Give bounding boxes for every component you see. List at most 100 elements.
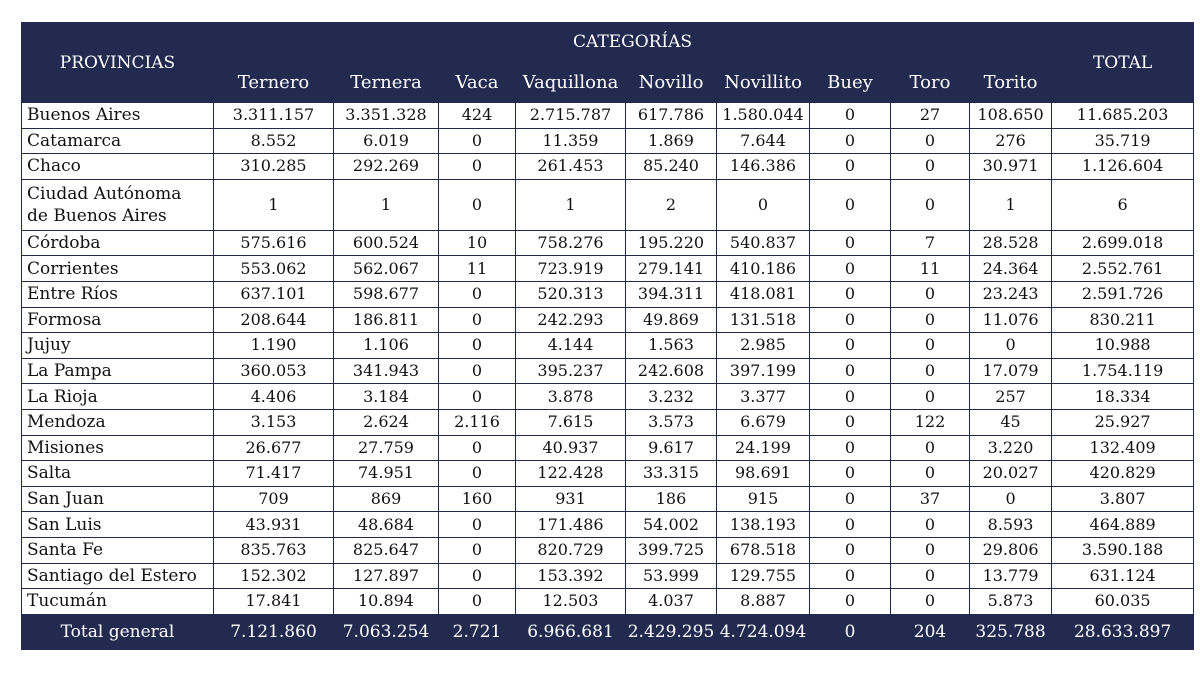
cell-vaca: 0 bbox=[438, 434, 516, 462]
table-row: Formosa 208.644 186.811 0 242.293 49.869 131.5… bbox=[21, 306, 1195, 334]
table-row: Salta 71.417 74.951 0 122.428 33.315 98.691 0 0 2… bbox=[21, 460, 1195, 487]
cell-vaca: 0 bbox=[438, 127, 516, 155]
table-footer: Total general 7.121.860 7.063.254 2.721 6.96… bbox=[21, 613, 1195, 650]
cell-total: 60.035 bbox=[1051, 588, 1195, 615]
table-row: San Juan 709 869 160 931 186 915 0 37 0 3.807 bbox=[21, 485, 1195, 513]
cell-buey: 0 bbox=[809, 408, 891, 436]
cell-vaca: 160 bbox=[438, 485, 516, 513]
cell-torito: 11.076 bbox=[968, 306, 1053, 334]
cell-buey: 0 bbox=[809, 485, 891, 513]
cell-vaca: 0 bbox=[438, 280, 516, 308]
cell-ternera: 3.184 bbox=[333, 383, 439, 410]
cell-vaquillona: 2.715.787 bbox=[515, 102, 626, 129]
cell-vaquillona: 758.276 bbox=[515, 229, 626, 257]
cell-novillito: 2.985 bbox=[716, 332, 810, 359]
cell-ternero: 3.311.157 bbox=[213, 102, 334, 129]
cell-ternero: 575.616 bbox=[213, 229, 334, 257]
cell-buey: 0 bbox=[809, 255, 891, 282]
cell-toro: 122 bbox=[890, 408, 970, 436]
header-col-toro: Toro bbox=[890, 61, 970, 103]
cattle-by-province-table: PROVINCIAS CATEGORÍAS TOTAL Ternero Terne… bbox=[21, 22, 1195, 650]
cell-novillo: 4.037 bbox=[625, 588, 717, 615]
cell-novillito: 540.837 bbox=[716, 229, 810, 257]
cell-buey: 0 bbox=[809, 178, 891, 231]
cell-vaca: 0 bbox=[438, 357, 516, 385]
table-row: Tucumán 17.841 10.894 0 12.503 4.037 8.887 0 0 5.… bbox=[21, 588, 1195, 615]
header-col-ternero: Ternero bbox=[213, 61, 334, 103]
table-row: Santiago del Estero 152.302 127.897 0 153.39… bbox=[21, 562, 1195, 590]
total-vaca: 2.721 bbox=[438, 613, 516, 650]
cell-toro: 0 bbox=[890, 562, 970, 590]
cell-ternera: 825.647 bbox=[333, 536, 439, 564]
cell-novillo: 53.999 bbox=[625, 562, 717, 590]
cell-novillito: 146.386 bbox=[716, 153, 810, 180]
cell-vaca: 0 bbox=[438, 562, 516, 590]
table-row: Catamarca 8.552 6.019 0 11.359 1.869 7.644 0 0 27… bbox=[21, 127, 1195, 155]
cell-novillito: 678.518 bbox=[716, 536, 810, 564]
cell-toro: 0 bbox=[890, 153, 970, 180]
cell-torito: 0 bbox=[968, 332, 1053, 359]
cell-vaquillona: 171.486 bbox=[515, 511, 626, 538]
header-col-novillito: Novillito bbox=[716, 61, 810, 103]
cell-vaquillona: 395.237 bbox=[515, 357, 626, 385]
cell-novillito: 418.081 bbox=[716, 280, 810, 308]
table-header: PROVINCIAS CATEGORÍAS TOTAL Ternero Terne… bbox=[21, 22, 1195, 103]
cell-vaquillona: 1 bbox=[515, 178, 626, 231]
cell-torito: 45 bbox=[968, 408, 1053, 436]
header-col-vaca: Vaca bbox=[438, 61, 516, 103]
cell-ternera: 1.106 bbox=[333, 332, 439, 359]
cell-total: 830.211 bbox=[1051, 306, 1195, 334]
cell-toro: 7 bbox=[890, 229, 970, 257]
table-row: La Rioja 4.406 3.184 0 3.878 3.232 3.377 0 0 257 1… bbox=[21, 383, 1195, 410]
table-row: La Pampa 360.053 341.943 0 395.237 242.608 397… bbox=[21, 357, 1195, 385]
cell-novillo: 394.311 bbox=[625, 280, 717, 308]
cell-novillo: 85.240 bbox=[625, 153, 717, 180]
cell-total: 35.719 bbox=[1051, 127, 1195, 155]
cell-ternero: 1.190 bbox=[213, 332, 334, 359]
cell-buey: 0 bbox=[809, 588, 891, 615]
province-name: Misiones bbox=[21, 434, 214, 462]
cell-ternera: 292.269 bbox=[333, 153, 439, 180]
cell-novillito: 98.691 bbox=[716, 460, 810, 487]
cell-vaquillona: 122.428 bbox=[515, 460, 626, 487]
province-name: San Juan bbox=[21, 485, 214, 513]
cell-buey: 0 bbox=[809, 434, 891, 462]
cell-novillo: 3.232 bbox=[625, 383, 717, 410]
cell-toro: 0 bbox=[890, 536, 970, 564]
cell-ternera: 48.684 bbox=[333, 511, 439, 538]
total-ternera: 7.063.254 bbox=[333, 613, 439, 650]
cell-novillo: 195.220 bbox=[625, 229, 717, 257]
cell-ternera: 10.894 bbox=[333, 588, 439, 615]
cell-vaca: 2.116 bbox=[438, 408, 516, 436]
total-torito: 325.788 bbox=[968, 613, 1053, 650]
cell-ternero: 360.053 bbox=[213, 357, 334, 385]
cell-buey: 0 bbox=[809, 127, 891, 155]
cell-ternera: 127.897 bbox=[333, 562, 439, 590]
province-name: Salta bbox=[21, 460, 214, 487]
cell-ternero: 8.552 bbox=[213, 127, 334, 155]
province-name: La Pampa bbox=[21, 357, 214, 385]
cell-novillito: 131.518 bbox=[716, 306, 810, 334]
cell-toro: 11 bbox=[890, 255, 970, 282]
cell-novillo: 242.608 bbox=[625, 357, 717, 385]
cell-toro: 0 bbox=[890, 332, 970, 359]
total-buey: 0 bbox=[809, 613, 891, 650]
cell-novillo: 1.563 bbox=[625, 332, 717, 359]
cell-vaquillona: 11.359 bbox=[515, 127, 626, 155]
category-header-row: Ternero Ternera Vaca Vaquillona Novillo Novil… bbox=[22, 61, 1194, 103]
cell-toro: 0 bbox=[890, 306, 970, 334]
cell-ternero: 43.931 bbox=[213, 511, 334, 538]
cell-novillo: 399.725 bbox=[625, 536, 717, 564]
cell-toro: 0 bbox=[890, 511, 970, 538]
cell-novillito: 915 bbox=[716, 485, 810, 513]
cattle-table-container: PROVINCIAS CATEGORÍAS TOTAL Ternero Terne… bbox=[21, 22, 1195, 650]
total-novillo: 2.429.295 bbox=[625, 613, 717, 650]
table-row: Mendoza 3.153 2.624 2.116 7.615 3.573 6.679 0 12… bbox=[21, 408, 1195, 436]
province-name: Santa Fe bbox=[21, 536, 214, 564]
cell-total: 10.988 bbox=[1051, 332, 1195, 359]
cell-novillo: 2 bbox=[625, 178, 717, 231]
cell-buey: 0 bbox=[809, 332, 891, 359]
province-name: Jujuy bbox=[21, 332, 214, 359]
table-row: Jujuy 1.190 1.106 0 4.144 1.563 2.985 0 0 0 10.988 bbox=[21, 332, 1195, 359]
cell-buey: 0 bbox=[809, 460, 891, 487]
